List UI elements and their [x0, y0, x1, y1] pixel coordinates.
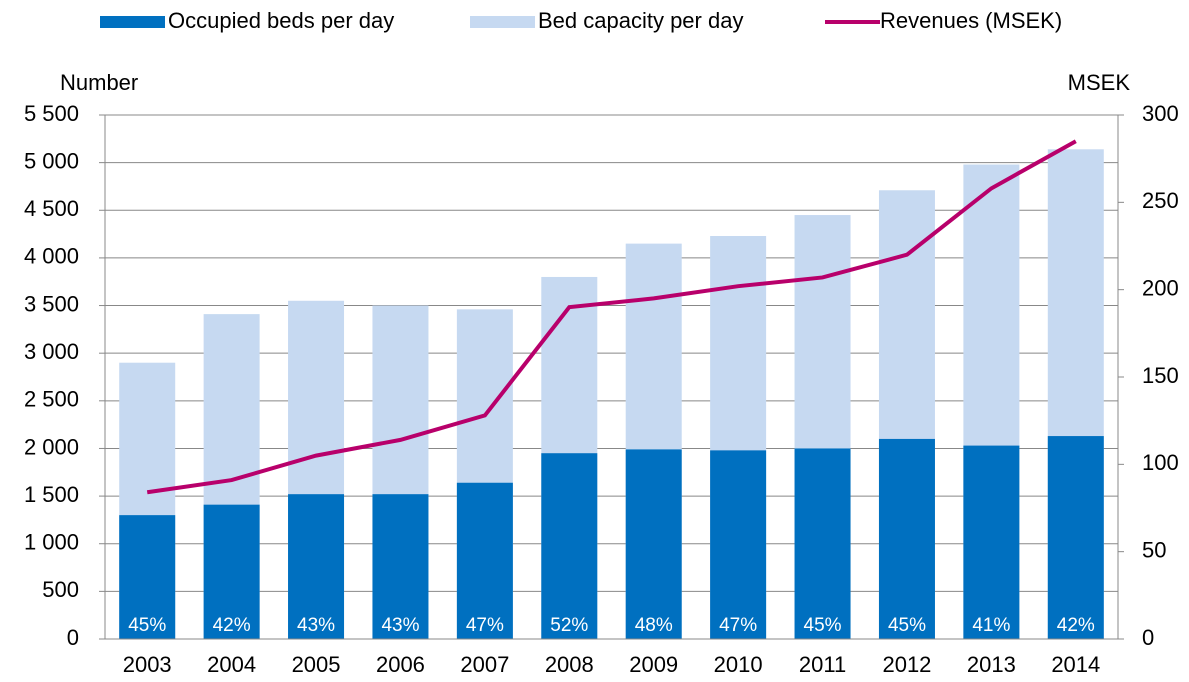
- x-tick-label: 2009: [629, 652, 678, 677]
- y2-tick-label: 200: [1142, 275, 1179, 300]
- x-tick-label: 2011: [799, 652, 846, 677]
- y-tick-label: 1 000: [24, 530, 79, 555]
- data-label: 42%: [1057, 615, 1095, 636]
- y-tick-label: 500: [42, 577, 79, 602]
- data-label: 43%: [381, 615, 419, 636]
- y-tick-label: 4 000: [24, 244, 79, 269]
- y-tick-label: 4 500: [24, 196, 79, 221]
- legend-label: Bed capacity per day: [538, 8, 743, 33]
- y-tick-label: 3 500: [24, 291, 79, 316]
- legend-swatch: [100, 16, 165, 28]
- legend-swatch: [470, 16, 535, 28]
- bar: [963, 445, 1020, 639]
- x-tick-label: 2005: [292, 652, 341, 677]
- x-tick-label: 2003: [123, 652, 172, 677]
- line: [146, 139, 1077, 495]
- x-tick-label: 2004: [207, 652, 256, 677]
- data-label: 48%: [635, 615, 673, 636]
- x-tick-label: 2008: [545, 652, 594, 677]
- data-label: 41%: [972, 615, 1010, 636]
- y-tick-label: 0: [67, 625, 79, 650]
- y2-tick-label: 100: [1142, 450, 1179, 475]
- y2-tick-label: 300: [1142, 101, 1179, 126]
- bar: [119, 515, 176, 639]
- bar: [541, 453, 598, 639]
- bar: [456, 482, 513, 639]
- bar: [710, 450, 767, 639]
- y2-tick-label: 0: [1142, 625, 1154, 650]
- bar: [1047, 436, 1104, 639]
- y-tick-label: 1 500: [24, 482, 79, 507]
- data-label: 45%: [128, 615, 166, 636]
- y-tick-label: 5 500: [24, 101, 79, 126]
- x-tick-label: 2010: [714, 652, 763, 677]
- bar: [372, 494, 429, 639]
- y2-tick-label: 250: [1142, 188, 1179, 213]
- y2-tick-label: 150: [1142, 363, 1179, 388]
- bar: [625, 449, 682, 639]
- data-label: 47%: [466, 615, 504, 636]
- y-axis-title: Number: [60, 70, 138, 95]
- x-tick-label: 2007: [460, 652, 509, 677]
- data-label: 45%: [804, 615, 842, 636]
- bar: [794, 448, 851, 639]
- bar: [203, 504, 260, 639]
- y2-axis-title: MSEK: [1068, 70, 1131, 95]
- data-label: 45%: [888, 615, 926, 636]
- x-tick-label: 2006: [376, 652, 425, 677]
- data-label: 42%: [213, 615, 251, 636]
- data-label: 52%: [550, 615, 588, 636]
- bar: [878, 438, 935, 639]
- x-tick-label: 2013: [967, 652, 1016, 677]
- y-tick-label: 3 000: [24, 339, 79, 364]
- legend-label: Occupied beds per day: [168, 8, 394, 33]
- y-tick-label: 2 000: [24, 434, 79, 459]
- y-tick-label: 2 500: [24, 387, 79, 412]
- bar: [288, 494, 345, 639]
- legend-label: Revenues (MSEK): [880, 8, 1062, 33]
- y2-tick-label: 50: [1142, 537, 1166, 562]
- x-tick-label: 2012: [882, 652, 931, 677]
- x-tick-label: 2014: [1051, 652, 1100, 677]
- y-tick-label: 5 000: [24, 148, 79, 173]
- data-label: 43%: [297, 615, 335, 636]
- data-label: 47%: [719, 615, 757, 636]
